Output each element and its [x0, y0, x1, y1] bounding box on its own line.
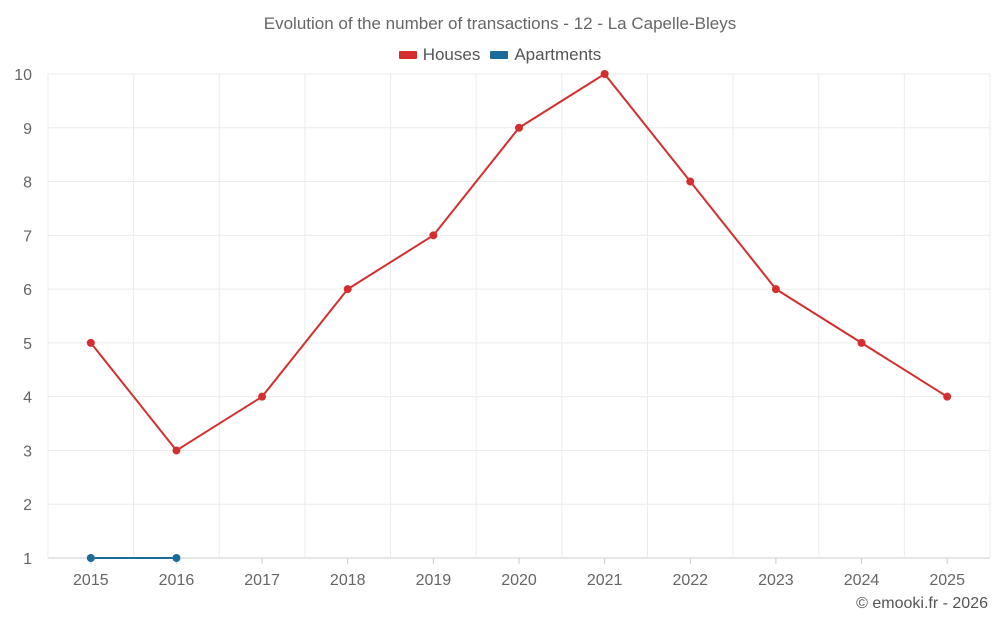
axes: 1 2 3 4 5 6 7 8 9 10 2015 2016 2017 2018 2019 2020 2021 2…: [14, 67, 965, 589]
x-tick-label: 2016: [159, 572, 195, 589]
legend-swatch-houses: [398, 51, 417, 59]
x-tick-label: 2022: [672, 572, 708, 589]
y-tick-label: 5: [23, 336, 32, 353]
y-tick-label: 8: [23, 175, 32, 192]
x-tick-label: 2019: [416, 572, 452, 589]
legend: Houses Apartments: [0, 45, 1000, 65]
series-layer: [86, 70, 952, 562]
data-point-apartments-2016: [172, 554, 181, 562]
data-point-houses-2019: [429, 231, 438, 240]
data-point-houses-2023: [771, 285, 780, 294]
data-point-houses-2024: [857, 338, 866, 347]
chart-title: Evolution of the number of transactions …: [263, 14, 737, 33]
y-tick-label: 3: [23, 443, 32, 460]
y-tick-label: 6: [23, 282, 32, 299]
data-point-houses-2018: [343, 285, 352, 294]
x-tick-label: 2024: [844, 572, 880, 589]
y-tick-label: 10: [14, 67, 32, 84]
y-tick-label: 2: [23, 497, 32, 514]
y-tick-label: 7: [23, 228, 32, 245]
data-point-houses-2025: [943, 392, 952, 401]
legend-item-apartments[interactable]: Apartments: [490, 45, 601, 65]
legend-label-houses: Houses: [422, 45, 481, 64]
grid: [47, 73, 991, 559]
y-tick-label: 4: [23, 390, 32, 407]
x-tick-label: 2020: [501, 572, 537, 589]
x-tick-label: 2015: [73, 572, 109, 589]
x-tick-label: 2021: [587, 572, 623, 589]
data-point-houses-2020: [515, 123, 523, 132]
x-tick-label: 2017: [244, 572, 280, 589]
legend-item-houses[interactable]: Houses: [398, 45, 481, 65]
y-tick-label: 9: [23, 121, 32, 138]
data-point-houses-2015: [86, 338, 95, 347]
data-point-houses-2016: [172, 446, 181, 455]
legend-label-apartments: Apartments: [514, 45, 602, 64]
copyright-text: © emooki.fr - 2026: [856, 595, 988, 612]
data-point-houses-2022: [686, 177, 695, 186]
x-tick-label: 2018: [330, 572, 366, 589]
data-point-apartments-2015: [86, 554, 95, 562]
data-point-houses-2021: [600, 70, 609, 78]
x-tick-label: 2025: [929, 572, 965, 589]
legend-swatch-apartments: [490, 51, 509, 59]
y-tick-label: 1: [23, 551, 32, 568]
data-point-houses-2017: [258, 392, 267, 401]
x-tick-label: 2023: [758, 572, 794, 589]
